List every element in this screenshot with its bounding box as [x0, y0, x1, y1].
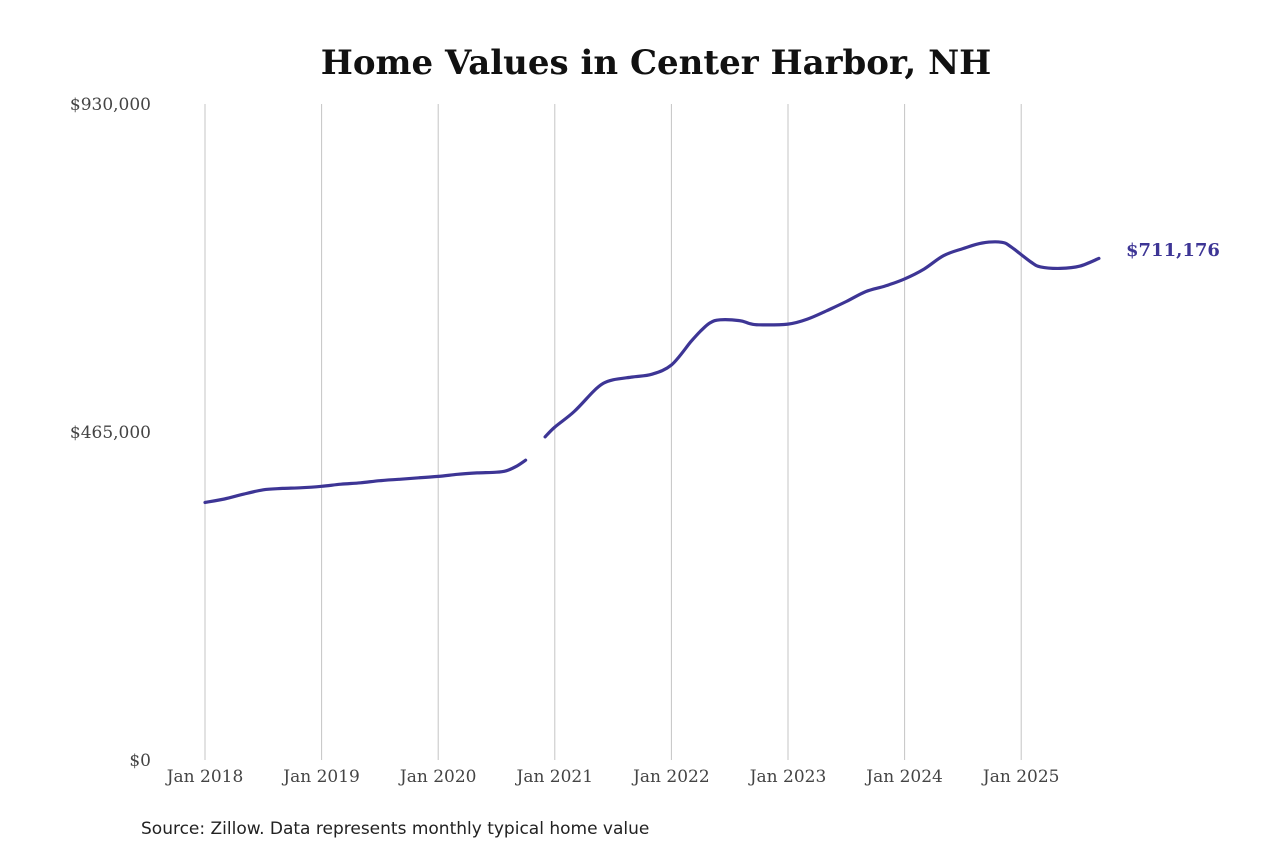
y-tick-label: $930,000 [70, 95, 151, 115]
x-tick-label: Jan 2022 [631, 767, 710, 787]
x-tick-label: Jan 2019 [281, 767, 360, 787]
y-tick-label: $0 [129, 751, 151, 771]
series-line [543, 240, 1101, 439]
y-axis: $0 $465,000 $930,000 [70, 95, 151, 771]
y-tick-label: $465,000 [70, 423, 151, 443]
x-tick-label: Jan 2018 [165, 767, 244, 787]
source-note: Source: Zillow. Data represents monthly … [141, 819, 649, 839]
chart-title: Home Values in Center Harbor, NH [321, 43, 992, 83]
gridlines [204, 104, 1022, 760]
x-tick-label: Jan 2025 [981, 767, 1060, 787]
x-tick-label: Jan 2021 [515, 767, 594, 787]
x-tick-label: Jan 2024 [864, 767, 943, 787]
series-line [203, 458, 528, 505]
x-axis: Jan 2018 Jan 2019 Jan 2020 Jan 2021 Jan 2022… [165, 767, 1060, 787]
x-tick-label: Jan 2023 [748, 767, 827, 787]
x-tick-label: Jan 2020 [398, 767, 477, 787]
end-value-label: $711,176 [1126, 240, 1220, 261]
series-group [203, 240, 1101, 505]
